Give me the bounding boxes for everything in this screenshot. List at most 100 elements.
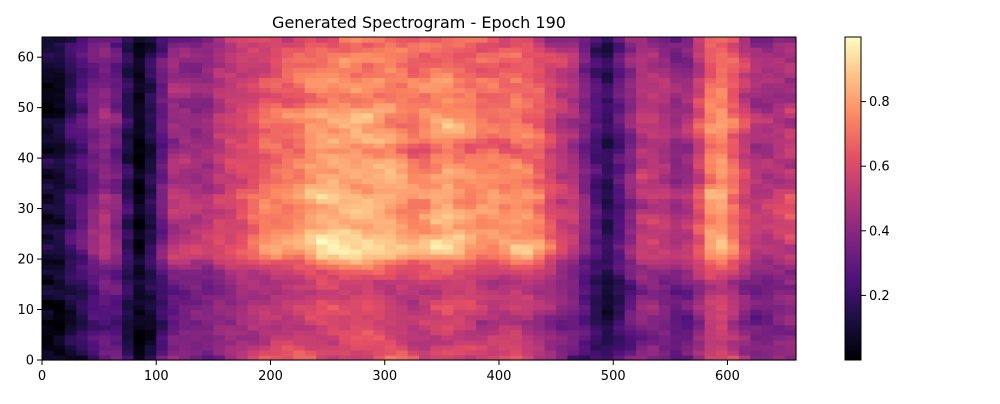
- heatmap-cell: [316, 264, 329, 270]
- heatmap-cell: [99, 349, 112, 356]
- heatmap-cell: [64, 203, 77, 210]
- heatmap-cell: [350, 299, 363, 306]
- heatmap-cell: [716, 132, 729, 139]
- heatmap-cell: [53, 193, 66, 200]
- heatmap-cell: [99, 208, 112, 215]
- heatmap-cell: [487, 102, 500, 109]
- heatmap-cell: [236, 137, 249, 144]
- heatmap-cell: [419, 294, 432, 301]
- heatmap-cell: [167, 67, 180, 73]
- heatmap-cell: [624, 218, 637, 225]
- heatmap-cell: [601, 274, 614, 280]
- heatmap-cell: [670, 238, 683, 245]
- heatmap-cell: [42, 122, 55, 129]
- colorbar: 0.20.40.60.8: [844, 36, 890, 361]
- heatmap-cell: [727, 254, 740, 260]
- heatmap-cell: [201, 47, 214, 53]
- heatmap-cell: [396, 178, 409, 184]
- heatmap-cell: [53, 218, 66, 225]
- heatmap-cell: [453, 183, 466, 190]
- heatmap-cell: [201, 52, 214, 58]
- heatmap-cell: [133, 344, 146, 351]
- heatmap-cell: [259, 279, 272, 285]
- heatmap-cell: [784, 289, 797, 295]
- heatmap-cell: [316, 299, 329, 306]
- heatmap-cell: [247, 148, 260, 154]
- heatmap-cell: [167, 324, 180, 331]
- heatmap-cell: [510, 107, 523, 114]
- heatmap-cell: [476, 188, 489, 195]
- heatmap-cell: [247, 37, 260, 43]
- heatmap-cell: [590, 97, 603, 104]
- heatmap-cell: [601, 47, 614, 53]
- heatmap-cell: [738, 97, 751, 104]
- heatmap-cell: [533, 213, 546, 220]
- heatmap-cell: [613, 354, 626, 361]
- heatmap-cell: [259, 67, 272, 73]
- heatmap-cell: [521, 349, 534, 356]
- heatmap-cell: [636, 304, 649, 311]
- heatmap-cell: [339, 97, 352, 104]
- heatmap-cell: [658, 163, 671, 169]
- heatmap-cell: [704, 188, 717, 195]
- heatmap-cell: [316, 329, 329, 336]
- heatmap-cell: [430, 87, 443, 94]
- heatmap-cell: [361, 344, 374, 351]
- heatmap-cell: [396, 183, 409, 190]
- heatmap-cell: [144, 178, 157, 184]
- heatmap-cell: [396, 198, 409, 205]
- heatmap-cell: [761, 354, 774, 361]
- heatmap-cell: [476, 254, 489, 260]
- heatmap-cell: [567, 314, 580, 321]
- heatmap-cell: [110, 349, 123, 356]
- heatmap-cell: [396, 158, 409, 164]
- heatmap-cell: [784, 339, 797, 346]
- heatmap-cell: [567, 158, 580, 164]
- heatmap-cell: [476, 233, 489, 240]
- heatmap-cell: [361, 284, 374, 290]
- heatmap-cell: [670, 203, 683, 210]
- heatmap-cell: [201, 107, 214, 114]
- heatmap-cell: [784, 259, 797, 265]
- heatmap-cell: [361, 339, 374, 346]
- heatmap-cell: [578, 259, 591, 265]
- heatmap-cell: [670, 334, 683, 341]
- heatmap-cell: [64, 299, 77, 306]
- heatmap-cell: [498, 57, 511, 63]
- heatmap-cell: [236, 243, 249, 250]
- heatmap-cell: [339, 87, 352, 94]
- heatmap-cell: [201, 183, 214, 190]
- heatmap-cell: [658, 203, 671, 210]
- heatmap-cell: [464, 52, 477, 58]
- heatmap-cell: [704, 82, 717, 89]
- heatmap-cell: [407, 97, 420, 104]
- heatmap-cell: [556, 329, 569, 336]
- heatmap-cell: [601, 203, 614, 210]
- heatmap-cell: [658, 319, 671, 326]
- heatmap-cell: [259, 294, 272, 301]
- heatmap-cell: [167, 254, 180, 260]
- heatmap-cell: [750, 107, 763, 114]
- heatmap-cell: [236, 339, 249, 346]
- heatmap-cell: [201, 173, 214, 179]
- heatmap-cell: [784, 117, 797, 124]
- heatmap-cell: [281, 314, 294, 321]
- heatmap-cell: [556, 87, 569, 94]
- heatmap-cell: [99, 112, 112, 119]
- heatmap-cell: [76, 87, 89, 94]
- heatmap-cell: [247, 173, 260, 179]
- heatmap-cell: [590, 148, 603, 154]
- heatmap-cell: [236, 248, 249, 255]
- heatmap-cell: [407, 198, 420, 205]
- heatmap-cell: [658, 264, 671, 270]
- heatmap-cell: [224, 279, 237, 285]
- heatmap-cell: [704, 314, 717, 321]
- heatmap-cell: [544, 52, 557, 58]
- heatmap-cell: [567, 233, 580, 240]
- heatmap-cell: [110, 334, 123, 341]
- heatmap-cell: [259, 339, 272, 346]
- heatmap-cell: [87, 112, 100, 119]
- heatmap-cell: [590, 173, 603, 179]
- heatmap-cell: [464, 243, 477, 250]
- heatmap-cell: [556, 57, 569, 63]
